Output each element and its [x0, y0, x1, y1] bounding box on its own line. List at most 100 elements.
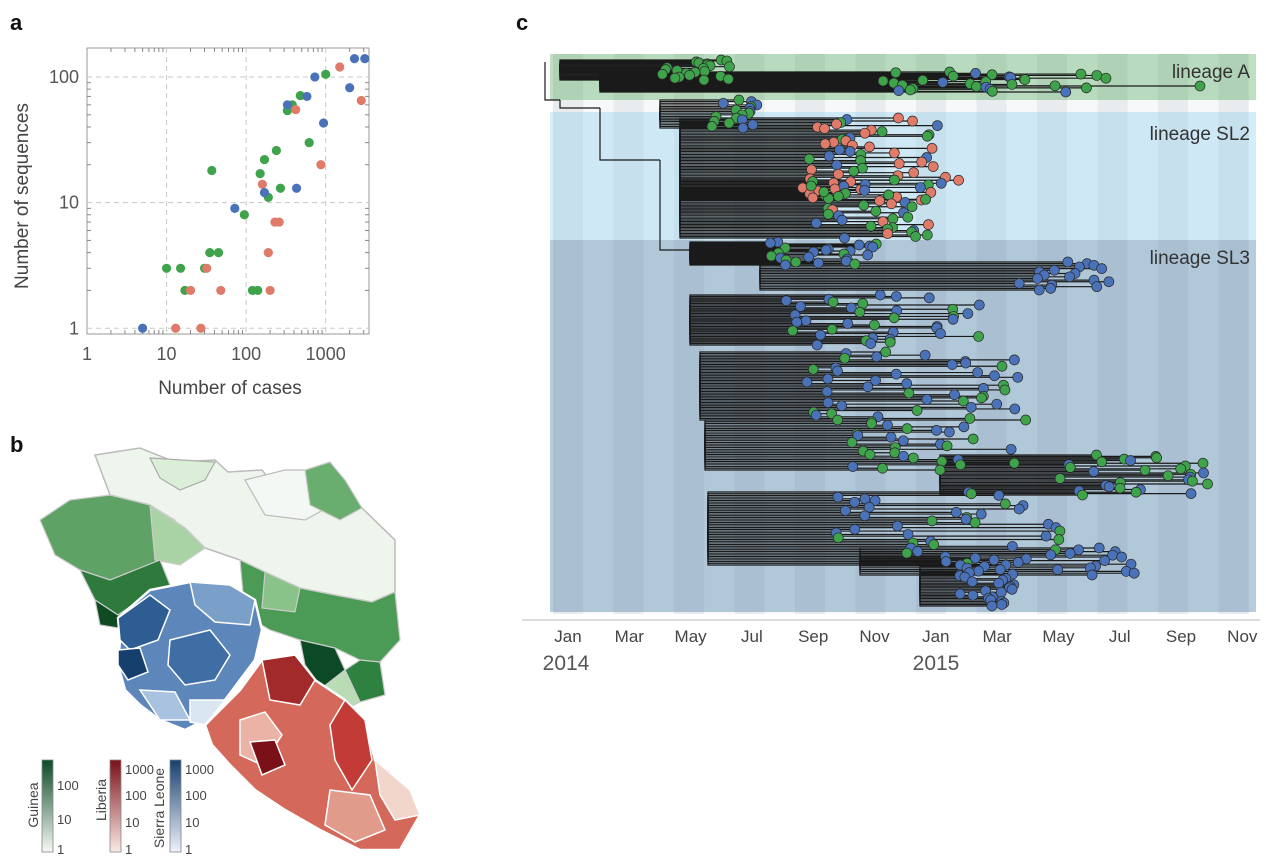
tree-tip [886, 198, 897, 210]
legend-liberia-tick: 100 [125, 788, 147, 803]
tree-tip [867, 241, 879, 253]
scatter-point [316, 160, 326, 170]
tree-tip [893, 112, 904, 124]
tree-tip [1012, 557, 1024, 568]
tree-tip [1009, 354, 1020, 366]
tree-tip [898, 450, 909, 462]
scatter-point [175, 263, 186, 273]
tree-tip [656, 68, 668, 80]
tree-tip [987, 85, 998, 97]
tree-tip [864, 141, 875, 153]
tree-tip [733, 94, 745, 106]
month-label: Jul [1109, 627, 1131, 646]
tree-tip [965, 401, 977, 413]
tree-tip [844, 146, 856, 157]
tree-tip [958, 421, 970, 433]
tree-tip [935, 328, 946, 339]
tree-tip [889, 174, 900, 186]
month-band [643, 54, 674, 614]
scatter-point [171, 323, 181, 333]
legend-sierra-leone-colorbar [169, 759, 182, 853]
tree-tip [986, 600, 998, 612]
month-label: Sep [1166, 627, 1196, 646]
map-guinea-region [148, 457, 216, 491]
month-band [1127, 54, 1158, 614]
map-guinea-region [149, 503, 206, 566]
tree-tips [656, 54, 1213, 612]
tree-tip [810, 409, 822, 421]
scatter-point [304, 138, 314, 148]
tree-tip [1045, 283, 1056, 294]
tree-tip [1006, 79, 1018, 90]
tree-tip [866, 418, 877, 429]
tree-tip [996, 599, 1008, 610]
map-liberia-region [324, 789, 386, 843]
tree-tip [972, 367, 983, 378]
tree-tip [706, 121, 718, 132]
tree-branch [599, 108, 660, 161]
tree-tip [839, 352, 851, 364]
tree-tip [912, 546, 924, 557]
scatter-points [138, 53, 370, 333]
month-band [1158, 54, 1189, 614]
tree-branch [619, 82, 1200, 87]
tree-tip [926, 515, 938, 527]
scatter-point [239, 210, 249, 220]
tree-tip [1194, 80, 1206, 92]
tree-tip [915, 182, 926, 193]
legend-liberia-tick: 1 [125, 842, 132, 857]
tree-tip [1130, 486, 1142, 498]
legend-liberia-colorbar [109, 759, 122, 853]
tree-tip [907, 115, 918, 127]
tree-branch [707, 518, 967, 520]
scatter-point [310, 72, 320, 82]
scatter-point [205, 248, 215, 258]
scatter-point [207, 165, 217, 176]
scatter-point [360, 53, 370, 64]
scatter-point [271, 145, 281, 156]
tree-tip [822, 373, 834, 385]
tree-tip [1096, 456, 1108, 468]
panel-c-letter: c [516, 10, 528, 35]
tree-tip [947, 70, 959, 82]
scatter-point [291, 183, 302, 193]
tree-tip [996, 360, 1008, 372]
tree-tip [853, 239, 865, 251]
tree-tip [1091, 70, 1103, 81]
scatter-point [302, 91, 312, 102]
scatter-point [259, 154, 270, 165]
lineage-sl3-label: lineage SL3 [1150, 248, 1250, 269]
tree-tip [995, 586, 1007, 598]
map-legend-guinea: Guinea 100 10 1 [25, 759, 79, 857]
tree-tip [960, 513, 972, 525]
scatter-x-tick-label: 1 [82, 344, 92, 364]
tree-tip [1077, 489, 1088, 501]
tree-tip [960, 357, 972, 369]
tree-tip [953, 174, 964, 186]
tree-tip [839, 232, 850, 244]
tree-tip [737, 122, 749, 134]
tree-tip [957, 395, 969, 407]
tree-tip [1162, 470, 1174, 482]
tree-tip [865, 338, 877, 349]
tree-tip [791, 316, 803, 328]
tree-tip [910, 231, 921, 242]
tree-tip [882, 228, 894, 239]
tree-tip [801, 376, 813, 388]
tree-branch [704, 440, 904, 442]
tree-tip [920, 193, 931, 205]
tree-tip [885, 431, 897, 443]
tree-tip [884, 336, 896, 348]
tree-tip [1020, 414, 1032, 426]
tree-tip [869, 495, 881, 506]
tree-tip [836, 400, 848, 412]
tree-tip [832, 365, 843, 377]
tree-branch [759, 267, 1102, 270]
lineage-sl2-label: lineage SL2 [1150, 124, 1250, 145]
tree-branch [707, 520, 961, 566]
map-liberia-region [373, 758, 422, 821]
tree-branch [939, 475, 1169, 477]
tree-tip [917, 74, 929, 86]
month-label: Jan [554, 627, 581, 646]
